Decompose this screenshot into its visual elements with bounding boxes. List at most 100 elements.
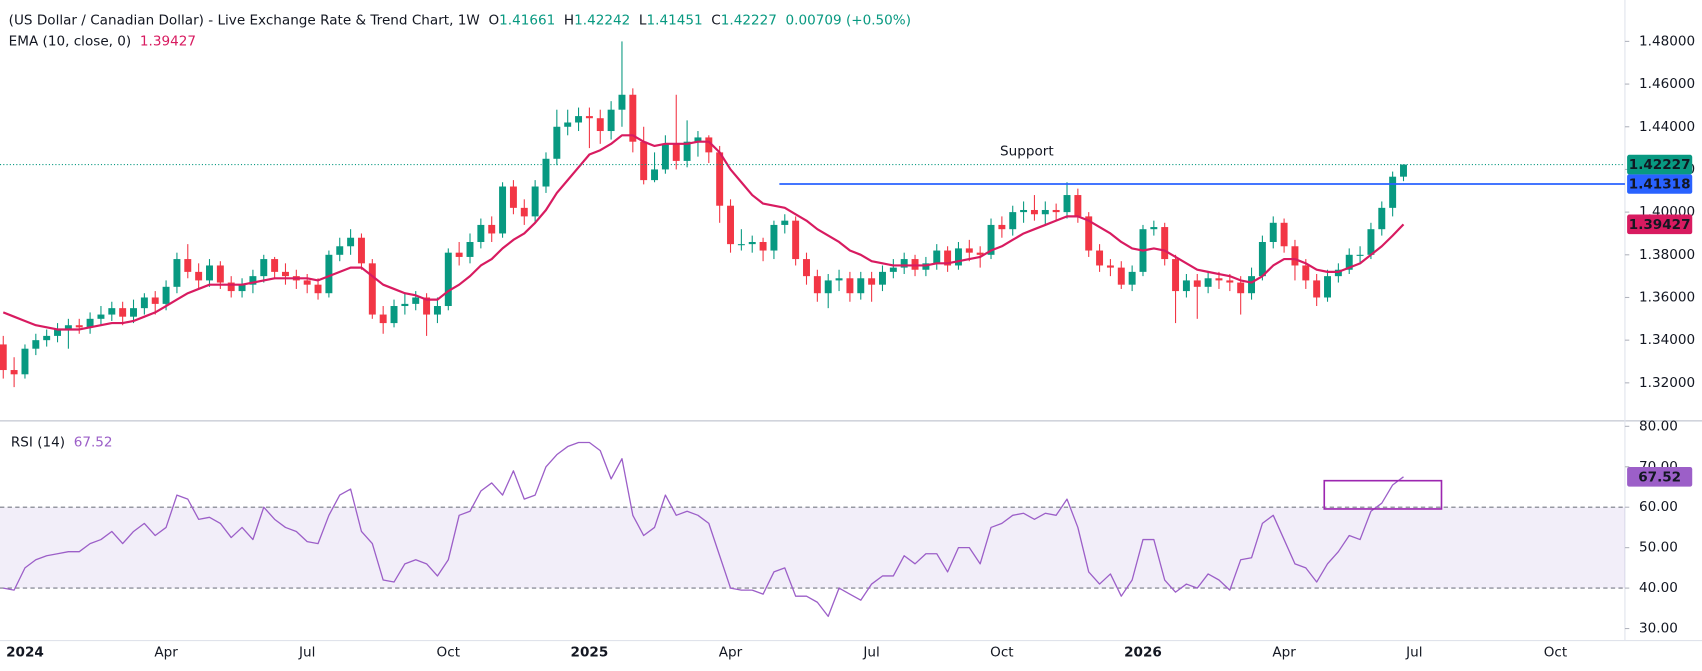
candle-body [846,278,854,294]
candle-body [1291,246,1299,266]
candle-body [889,267,897,272]
candle-body [651,169,659,181]
candle-body [173,259,181,287]
candle-body [97,314,105,319]
candle-body [1269,222,1277,242]
y-tick-label: 50.00 [1639,540,1678,556]
candle-body [879,271,886,285]
candle-body [998,224,1006,230]
candle-body [238,284,246,292]
x-tick-label: 2026 [1124,645,1162,661]
candle-body [249,276,257,285]
legend-title: (US Dollar / Canadian Dollar) - Live Exc… [9,13,480,29]
candle-body [271,259,279,272]
y-tick-label: 1.44000 [1639,119,1695,135]
candle-body [575,116,583,123]
candle-body [1215,278,1223,281]
candle-body [1226,280,1234,283]
legend-header: (US Dollar / Canadian Dollar) - Live Exc… [9,13,911,29]
candle-body [672,143,680,161]
candle-body [509,186,517,208]
price-tag [1627,154,1693,175]
legend-h-label: H [564,13,574,29]
candle-body [976,252,984,255]
candle-body [1030,209,1038,215]
candle-body [455,252,463,257]
legend-close: 1.42227 [721,13,777,29]
candle-body [835,278,843,281]
legend-o-label: O [488,13,499,29]
candle-body [119,308,127,317]
candle-body [325,254,333,294]
candle-body [108,308,116,315]
legend-change: 0.00709 (+0.50%) [786,13,911,29]
candle-body [1280,222,1288,247]
candle-body [770,224,778,251]
price-tag [1627,214,1693,235]
candle-body [314,284,322,294]
candle-body [781,220,789,225]
candle-body [151,297,159,304]
candle-body [1117,267,1125,285]
candle-body [607,109,615,132]
candle-body [520,207,528,217]
candle-body [824,280,832,294]
candle-body [1400,164,1407,177]
y-tick-label: 1.46000 [1639,76,1695,92]
price-tag [1627,467,1693,487]
candle-body [1378,207,1386,230]
candle-body [987,224,995,255]
candle-body [944,250,952,266]
y-tick-label: 30.00 [1639,621,1678,637]
candle-body [868,278,876,285]
candle-body [1063,195,1071,213]
candle-body [748,241,756,245]
candle-body [368,263,376,315]
candle-body [1324,276,1331,298]
x-tick-label: Oct [990,645,1013,661]
candle-body [1248,276,1256,294]
candle-body [857,278,865,294]
candle-body [1204,278,1212,287]
rsi-band [0,507,1625,589]
x-tick-label: Apr [719,645,743,661]
legend-rsi: RSI (14) 67.52 [11,435,113,451]
candle-body [1193,280,1201,287]
x-tick-label: 2024 [6,645,44,661]
legend-rsi-value: 67.52 [74,435,113,451]
candle-body [1356,254,1364,256]
x-tick-label: Apr [154,645,178,661]
candle-body [727,205,734,245]
price-tag-label: 1.39427 [1629,217,1691,233]
candle-body [1052,209,1060,213]
candle-body [1172,259,1180,292]
x-tick-label: Jul [862,645,879,661]
candle-body [21,348,29,375]
candle-body [1009,212,1017,230]
candle-body [227,282,235,292]
candle-body [1128,271,1136,285]
candle-body [1020,209,1028,213]
candle-body [716,152,724,206]
candle-body [759,241,767,251]
series-line [3,441,1404,618]
candle-body [347,237,355,247]
legend-rsi-name: RSI (14) [11,435,65,451]
legend-open: 1.41661 [499,13,555,29]
candle-body [553,126,561,159]
candle-body [531,186,539,217]
x-tick-label: Oct [437,645,460,661]
y-tick-label: 1.34000 [1639,332,1695,348]
candle-body [629,94,637,142]
candle-body [564,122,572,127]
support-label: Support [1000,143,1054,159]
candle-body [43,335,51,341]
price-tag-label: 67.52 [1638,469,1681,485]
candle-body [0,344,7,371]
y-tick-label: 40.00 [1639,580,1678,596]
candle-body [792,220,800,260]
y-tick-label: 1.48000 [1639,33,1695,49]
candle-body [596,118,604,132]
candle-body [1106,265,1114,268]
